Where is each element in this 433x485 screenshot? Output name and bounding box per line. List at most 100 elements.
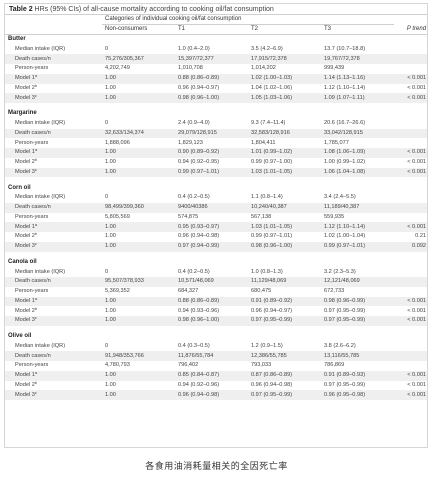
table-cell: 1.02 (1.00–1.04) (324, 233, 366, 240)
ptrend-cell: < 0.001 (407, 381, 427, 388)
hr-table: Categories of individual cooking oil/fat… (5, 15, 427, 400)
ptrend-cell: < 0.001 (407, 307, 427, 314)
table-cell: 0.91 (0.89–0.93) (321, 370, 395, 381)
col-header-t1: T1 (175, 24, 248, 36)
table-cell: 4,202,749 (105, 65, 130, 72)
table-row-m3: Model 3c 1.00 0.99 (0.97–1.01) 1.03 (1.01–1… (5, 167, 427, 178)
row-label: Model 1a (5, 370, 102, 381)
ptrend-cell (394, 45, 427, 55)
ptrend-cell: < 0.001 (394, 296, 427, 307)
row-label: Median intake (IQR) (15, 45, 66, 52)
group-name: Canola oil (8, 258, 37, 265)
table-cell: 1,010,708 (178, 65, 203, 72)
table-row-m2: Model 2b 1.00 0.94 (0.93–0.96) 0.96 (0.94–0… (5, 306, 427, 316)
table-cell: 1,804,411 (251, 139, 276, 146)
ptrend-cell: < 0.001 (407, 159, 427, 166)
ptrend-cell: < 0.001 (394, 167, 427, 178)
col-header-t3: T3 (321, 24, 395, 36)
table-cell: 0.87 (0.86–0.89) (248, 370, 321, 381)
table-cell: 0.97 (0.95–0.99) (321, 316, 395, 326)
table-cell: 0.97 (0.95–0.99) (248, 390, 321, 400)
row-label: Person-years (15, 139, 49, 146)
ptrend-cell (394, 202, 427, 213)
row-label: Model 3c (5, 167, 102, 178)
table-cell: 19,767/72,378 (321, 54, 395, 64)
table-row-m1: Model 1a 1.00 0.90 (0.89–0.92) 1.01 (0.99–1… (5, 148, 427, 158)
footnote-marker: b (34, 232, 38, 237)
ptrend-cell: < 0.001 (394, 390, 427, 400)
table-cell: 0 (105, 120, 109, 127)
table-row-m2: Model 2b 1.00 0.96 (0.94–0.97) 1.04 (1.02–1… (5, 84, 427, 94)
table-cell: 1.2 (0.9–1.5) (251, 342, 283, 349)
table-row-m1: Model 1a 1.00 0.85 (0.84–0.87) 0.87 (0.86–0… (5, 370, 427, 381)
row-label: Model 3c (5, 93, 102, 103)
table-cell: 786,869 (324, 362, 345, 369)
group-header-row: Corn oil (5, 183, 427, 193)
table-cell: 0.99 (0.97–1.00) (251, 159, 293, 166)
table-cell: 999,439 (324, 65, 345, 72)
row-label: Person-years (15, 213, 49, 220)
table-row-m3: Model 3c 1.00 0.96 (0.94–0.98) 0.97 (0.95–0… (5, 390, 427, 400)
row-label: Person-years (15, 288, 49, 295)
table-cell: 0.99 (0.97–1.01) (175, 167, 248, 178)
footnote-marker: a (34, 148, 38, 153)
results-table-panel: Table 2 HRs (95% CIs) of all-cause morta… (4, 3, 428, 448)
table-row-m2: Model 2b 1.00 0.94 (0.92–0.95) 0.99 (0.97–1… (5, 158, 427, 168)
table-cell: 13.7 (10.7–18.8) (324, 45, 366, 52)
row-label: Person-years (15, 65, 49, 72)
table-number: Table 2 (9, 6, 33, 13)
table-cell: 1.0 (0.8–1.3) (251, 268, 283, 275)
table-cell: 33,042/128,915 (321, 128, 395, 139)
table-cell: 0.96 (0.94–0.98) (175, 390, 248, 400)
row-label: Model 3c (5, 241, 102, 252)
footnote-marker: c (34, 390, 37, 395)
table-cell: 0.98 (0.96–0.99) (321, 296, 395, 307)
table-cell: 0 (105, 268, 109, 275)
table-cell: 684,327 (178, 288, 199, 295)
table-row-median: Median intake (IQR) 0 2.4 (0.9–4.0) 9.3 (7.… (5, 119, 427, 129)
table-cell: 0.94 (0.93–0.96) (178, 307, 220, 314)
table-cell: 10,240/40,387 (248, 202, 321, 213)
table-cell: 0.96 (0.95–0.98) (321, 390, 395, 400)
table-cell: 0.96 (0.94–0.97) (251, 307, 293, 314)
footnote-marker: a (34, 296, 38, 301)
table-cell: 1.01 (0.99–1.02) (248, 148, 321, 158)
ptrend-cell (394, 128, 427, 139)
footnote-marker: a (34, 370, 38, 376)
table-cell: 15,397/72,377 (175, 54, 248, 64)
table-cell: 1.00 (102, 148, 175, 158)
ptrend-cell: < 0.001 (394, 93, 427, 103)
table-cell: 1.00 (102, 316, 175, 326)
table-cell: 1.14 (1.13–1.16) (321, 73, 395, 84)
table-cell: 1.06 (1.04–1.08) (321, 167, 395, 178)
table-cell: 91,948/353,766 (102, 351, 175, 361)
ptrend-cell: < 0.001 (394, 222, 427, 232)
group-header-row: Canola oil (5, 258, 427, 268)
ptrend-cell: < 0.001 (394, 370, 427, 381)
table-row-median: Median intake (IQR) 0 0.4 (0.2–0.5) 1.1 (0.… (5, 193, 427, 203)
table-cell: 0.90 (0.89–0.92) (175, 148, 248, 158)
table-cell: 0.95 (0.93–0.97) (175, 222, 248, 232)
table-row-deaths: Death cases/n 75,276/305,367 15,397/72,377… (5, 54, 427, 64)
table-cell: 1.00 (102, 73, 175, 84)
footnote-marker: b (34, 306, 38, 311)
ptrend-cell (394, 138, 427, 148)
footnote-marker: c (34, 93, 37, 98)
group-header-row: Margarine (5, 109, 427, 119)
footnote-marker: b (34, 380, 38, 385)
table-row-median: Median intake (IQR) 0 0.4 (0.2–0.5) 1.0 (0.… (5, 267, 427, 277)
footnote-marker: a (34, 73, 38, 79)
table-cell: 1.00 (105, 307, 116, 314)
table-cell: 0.94 (0.92–0.95) (178, 159, 220, 166)
row-label: Median intake (IQR) (15, 120, 66, 127)
row-label: Death cases/n (5, 351, 102, 361)
table-cell: 1.09 (1.07–1.11) (321, 93, 395, 103)
table-cell: 0.98 (0.96–1.00) (248, 241, 321, 252)
column-header-row: Non-consumers T1 T2 T3 P trend (5, 24, 427, 36)
table-cell: 0 (105, 45, 109, 52)
table-cell: 1.03 (1.01–1.05) (248, 222, 321, 232)
table-cell: 1.04 (1.02–1.06) (251, 84, 293, 91)
table-cell: 1.00 (102, 241, 175, 252)
table-cell: 1.00 (105, 84, 116, 91)
table-row-m1: Model 1a 1.00 0.88 (0.86–0.89) 0.91 (0.89–0… (5, 296, 427, 307)
